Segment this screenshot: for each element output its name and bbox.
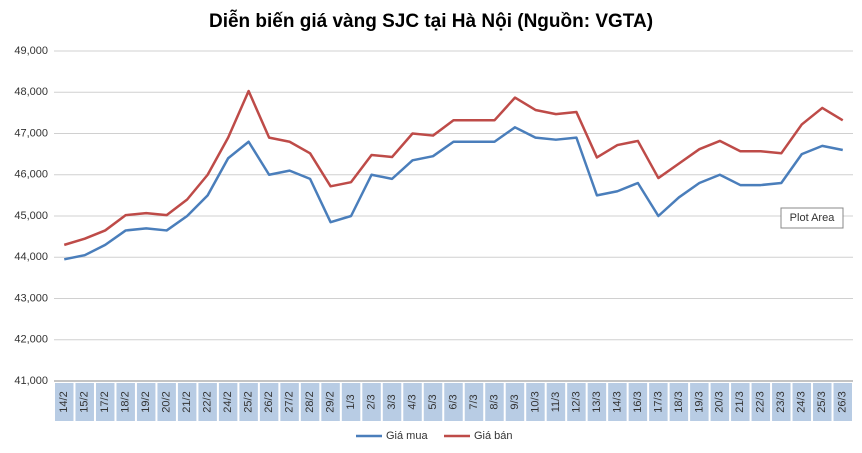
x-tick-label: 13/3: [591, 391, 603, 412]
y-tick-label: 41,000: [14, 375, 48, 387]
legend-label: Giá bán: [474, 430, 513, 442]
line-series: [63, 89, 844, 247]
y-tick-label: 47,000: [14, 127, 48, 139]
x-label-box: [567, 383, 586, 421]
x-label-box: [772, 383, 791, 421]
x-label-box: [751, 383, 771, 421]
x-tick-label: 17/3: [652, 391, 664, 412]
x-label-box: [239, 383, 258, 421]
x-tick-label: 8/3: [488, 394, 500, 409]
x-label-box: [587, 383, 607, 421]
x-label-box: [423, 383, 443, 421]
x-label-box: [362, 383, 381, 421]
x-label-box: [403, 383, 422, 421]
x-label-box: [526, 383, 545, 421]
y-tick-label: 45,000: [14, 210, 48, 222]
x-label-box: [300, 383, 320, 421]
y-tick-label: 49,000: [14, 45, 48, 57]
x-label-box: [259, 383, 279, 421]
x-tick-label: 9/3: [509, 394, 521, 409]
x-label-box: [218, 383, 238, 421]
x-label-box: [792, 383, 812, 421]
x-label-box: [95, 383, 115, 421]
x-tick-label: 25/3: [816, 391, 828, 412]
y-tick-label: 42,000: [14, 334, 48, 346]
x-tick-label: 21/2: [181, 391, 193, 412]
x-tick-label: 7/3: [468, 394, 480, 409]
x-label-box: [690, 383, 709, 421]
x-tick-label: 28/2: [304, 391, 316, 412]
x-label-box: [444, 383, 463, 421]
x-label-box: [177, 383, 197, 421]
x-label-box: [55, 383, 74, 421]
x-label-box: [321, 383, 340, 421]
x-tick-label: 16/3: [632, 391, 644, 412]
annotation-box: [780, 207, 844, 229]
x-label-box: [710, 383, 730, 421]
y-tick-label: 44,000: [14, 251, 48, 263]
x-tick-label: 17/2: [99, 391, 111, 412]
line-series: [63, 126, 844, 261]
x-tick-label: 14/3: [611, 391, 623, 412]
x-label-box: [116, 383, 135, 421]
x-tick-label: 20/3: [714, 391, 726, 412]
x-tick-label: 6/3: [447, 394, 459, 409]
x-tick-label: 27/2: [284, 391, 296, 412]
x-tick-label: 24/2: [222, 391, 234, 412]
x-tick-label: 18/3: [673, 391, 685, 412]
x-tick-label: 12/3: [570, 391, 582, 412]
x-label-box: [341, 383, 361, 421]
x-label-box: [731, 383, 750, 421]
x-tick-label: 2/3: [365, 394, 377, 409]
x-tick-label: 29/2: [324, 391, 336, 412]
x-label-box: [382, 383, 402, 421]
annotation: Plot Area: [780, 207, 844, 229]
x-label-box: [136, 383, 156, 421]
x-label-box: [505, 383, 525, 421]
x-tick-label: 15/2: [79, 391, 91, 412]
x-label-box: [157, 383, 176, 421]
x-tick-label: 4/3: [406, 394, 418, 409]
x-tick-label: 23/3: [775, 391, 787, 412]
x-tick-label: 18/2: [120, 391, 132, 412]
x-tick-label: 19/2: [140, 391, 152, 412]
x-label-box: [608, 383, 627, 421]
y-tick-label: 48,000: [14, 86, 48, 98]
x-label-box: [669, 383, 689, 421]
x-tick-label: 26/2: [263, 391, 275, 412]
x-tick-label: 25/2: [243, 391, 255, 412]
x-tick-label: 14/2: [58, 391, 70, 412]
annotation-text: Plot Area: [790, 212, 836, 224]
x-tick-label: 26/3: [837, 391, 849, 412]
x-label-box: [464, 383, 484, 421]
y-tick-label: 43,000: [14, 292, 48, 304]
x-label-box: [628, 383, 648, 421]
x-tick-label: 22/3: [755, 391, 767, 412]
x-label-box: [813, 383, 832, 421]
x-tick-label: 11/3: [550, 392, 562, 413]
x-tick-label: 3/3: [386, 394, 398, 409]
x-tick-label: 21/3: [734, 391, 746, 412]
x-label-box: [75, 383, 94, 421]
x-label-box: [546, 383, 566, 421]
x-label-box: [649, 383, 668, 421]
x-tick-label: 20/2: [161, 391, 173, 412]
chart-title: Diễn biến giá vàng SJC tại Hà Nội (Nguồn…: [209, 10, 653, 32]
x-tick-label: 5/3: [427, 394, 439, 409]
x-label-box: [485, 383, 504, 421]
x-tick-label: 1/3: [345, 394, 357, 409]
x-tick-label: 19/3: [693, 391, 705, 412]
legend-label: Giá mua: [386, 430, 428, 442]
x-tick-label: 22/2: [202, 391, 214, 412]
x-label-box: [198, 383, 217, 421]
y-tick-label: 46,000: [14, 169, 48, 181]
x-label-box: [833, 383, 852, 421]
x-tick-label: 24/3: [796, 391, 808, 412]
x-label-box: [280, 383, 299, 421]
x-tick-label: 10/3: [529, 391, 541, 412]
